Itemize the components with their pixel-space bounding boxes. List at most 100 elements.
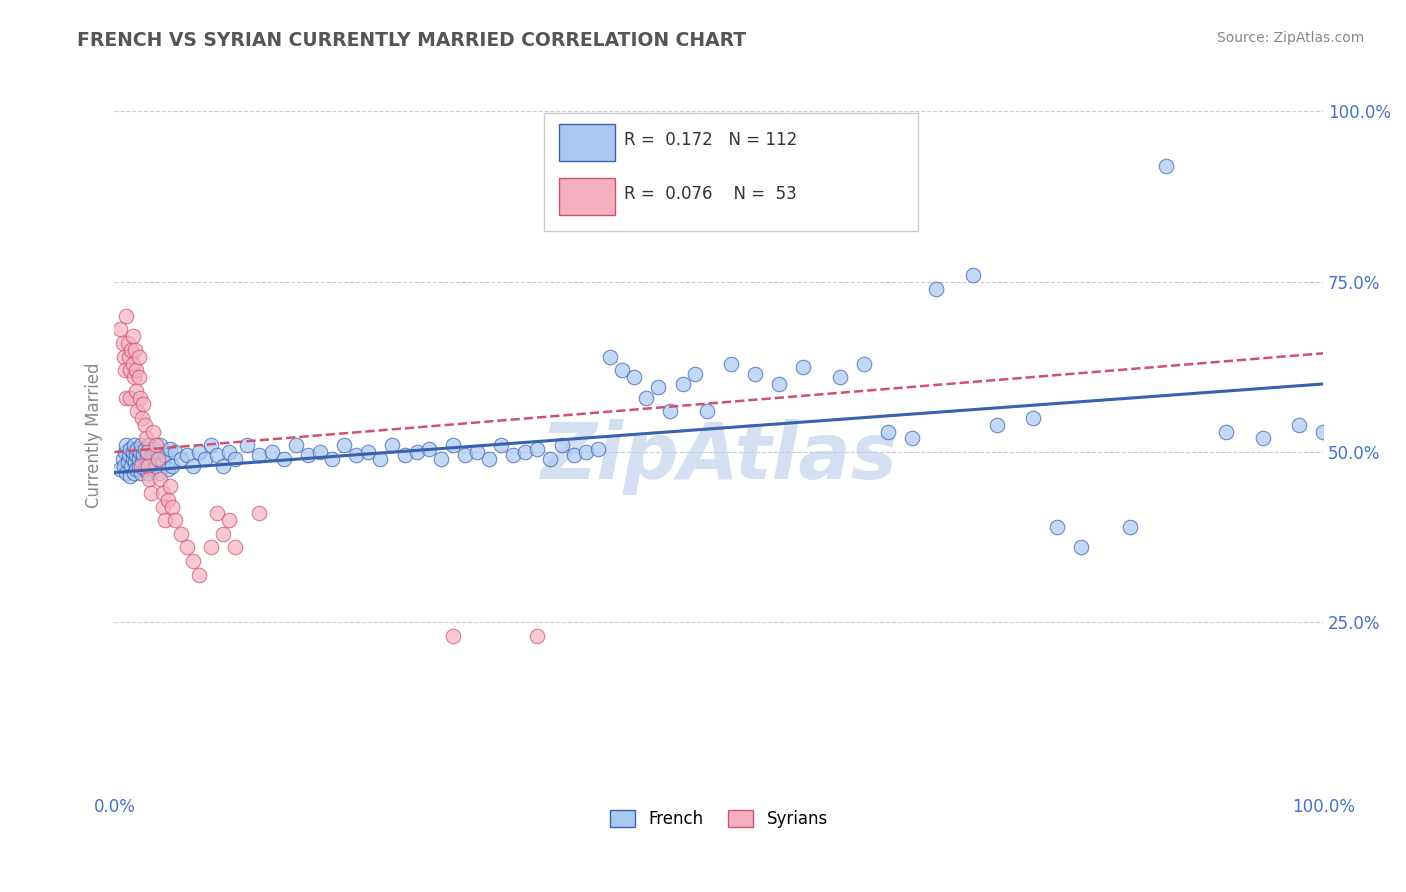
Point: [418, 442, 440, 456]
Point: [1154, 159, 1177, 173]
Point: [768, 376, 790, 391]
Point: [1312, 425, 1334, 439]
Point: [828, 370, 851, 384]
Point: [146, 445, 169, 459]
Point: [145, 438, 167, 452]
Point: [163, 513, 186, 527]
Point: [194, 451, 217, 466]
Point: [218, 445, 240, 459]
Point: [153, 513, 176, 527]
Point: [671, 376, 693, 391]
Point: [1119, 520, 1142, 534]
Point: [145, 458, 167, 473]
Point: [122, 438, 145, 452]
Point: [176, 541, 198, 555]
Point: [394, 449, 416, 463]
Point: [538, 451, 561, 466]
Point: [148, 466, 170, 480]
Text: Source: ZipAtlas.com: Source: ZipAtlas.com: [1216, 31, 1364, 45]
Point: [224, 541, 246, 555]
Point: [575, 445, 598, 459]
Point: [224, 451, 246, 466]
Point: [135, 458, 157, 473]
Point: [114, 445, 136, 459]
Point: [212, 458, 235, 473]
Point: [115, 391, 138, 405]
Point: [129, 438, 152, 452]
Point: [260, 445, 283, 459]
Point: [441, 629, 464, 643]
Point: [139, 455, 162, 469]
Point: [249, 449, 271, 463]
Point: [1251, 432, 1274, 446]
Point: [117, 336, 139, 351]
Point: [249, 507, 271, 521]
Point: [131, 411, 153, 425]
Y-axis label: Currently Married: Currently Married: [86, 362, 103, 508]
Point: [136, 466, 159, 480]
Point: [152, 455, 174, 469]
Point: [131, 455, 153, 469]
Point: [647, 380, 669, 394]
Point: [200, 541, 222, 555]
Point: [143, 442, 166, 456]
Point: [128, 458, 150, 473]
Point: [1070, 541, 1092, 555]
Point: [115, 309, 138, 323]
Point: [550, 438, 572, 452]
Point: [1046, 520, 1069, 534]
Point: [146, 451, 169, 466]
Point: [357, 445, 380, 459]
Point: [205, 507, 228, 521]
Point: [121, 329, 143, 343]
Point: [162, 500, 184, 514]
Point: [188, 567, 211, 582]
Text: ZipAtlas: ZipAtlas: [540, 418, 897, 494]
Point: [284, 438, 307, 452]
Point: [128, 391, 150, 405]
Point: [877, 425, 900, 439]
Point: [139, 486, 162, 500]
Point: [120, 442, 142, 456]
Point: [114, 363, 136, 377]
Point: [333, 438, 356, 452]
Point: [925, 282, 948, 296]
Point: [112, 458, 135, 473]
Point: [121, 451, 143, 466]
Point: [441, 438, 464, 452]
Point: [129, 466, 152, 480]
Point: [623, 370, 645, 384]
Point: [115, 466, 138, 480]
Point: [489, 438, 512, 452]
Point: [610, 363, 633, 377]
Point: [478, 451, 501, 466]
Point: [134, 417, 156, 432]
Point: [121, 357, 143, 371]
Point: [1215, 425, 1237, 439]
Point: [120, 391, 142, 405]
Point: [110, 322, 132, 336]
Point: [134, 442, 156, 456]
Point: [901, 432, 924, 446]
Point: [159, 442, 181, 456]
Point: [111, 336, 134, 351]
Point: [136, 451, 159, 466]
Point: [659, 404, 682, 418]
Point: [136, 458, 159, 473]
Point: [986, 417, 1008, 432]
Point: [128, 445, 150, 459]
Point: [111, 451, 134, 466]
Point: [110, 462, 132, 476]
Point: [212, 526, 235, 541]
Point: [118, 350, 141, 364]
Point: [124, 343, 146, 357]
Point: [720, 357, 742, 371]
Point: [156, 492, 179, 507]
Point: [1022, 411, 1045, 425]
Point: [125, 363, 148, 377]
Point: [120, 469, 142, 483]
Point: [792, 359, 814, 374]
Point: [309, 445, 332, 459]
Point: [128, 451, 150, 466]
Point: [145, 451, 167, 466]
